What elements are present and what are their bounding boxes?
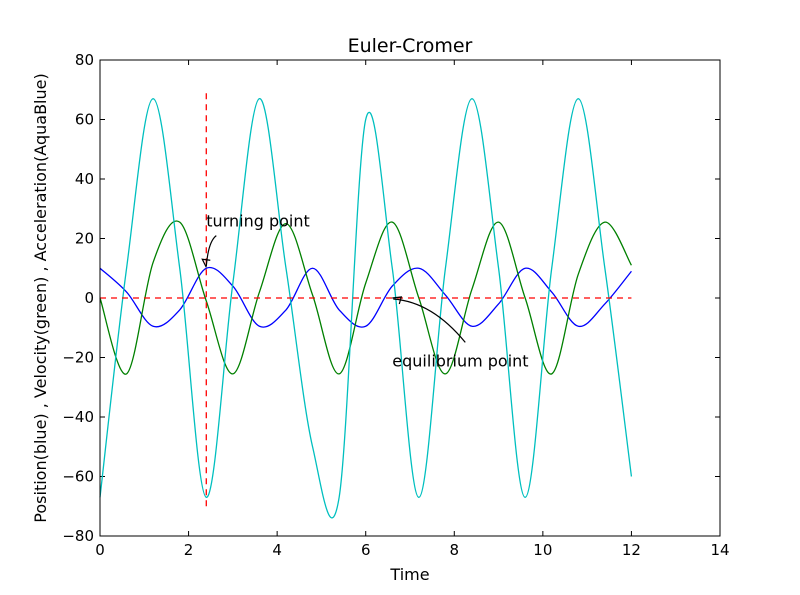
arrowhead	[201, 258, 211, 268]
x-tick-label: 4	[272, 541, 282, 559]
plot-frame	[99, 59, 721, 537]
y-tick-label: 80	[75, 51, 94, 69]
x-tick-label: 6	[361, 541, 371, 559]
y-tick-label: −40	[62, 408, 94, 426]
data-lines	[99, 98, 633, 519]
acceleration-line	[99, 98, 633, 519]
x-tick-label: 0	[95, 541, 105, 559]
x-tick-label: 8	[450, 541, 460, 559]
chart-title: Euler-Cromer	[348, 35, 473, 57]
annotations: turning point equilibrium point	[201, 212, 529, 370]
arrowhead	[392, 296, 403, 305]
reference-lines	[100, 89, 632, 507]
y-tick-label: 60	[75, 111, 94, 129]
y-tick-label: −80	[62, 527, 94, 545]
y-tick-label: −20	[62, 349, 94, 367]
y-tick-label: 20	[75, 230, 94, 248]
y-tick-label: 40	[75, 170, 94, 188]
x-tick-label: 10	[533, 541, 552, 559]
x-tick-label: 2	[184, 541, 194, 559]
x-tick-label: 14	[710, 541, 729, 559]
y-axis-label: Position(blue) , Velocity(green) , Accel…	[31, 73, 50, 522]
x-axis-label: Time	[389, 565, 429, 584]
equilibrium-point-annotation: equilibrium point	[392, 351, 528, 370]
y-tick-label: −60	[62, 468, 94, 486]
turning-point-annotation: turning point	[206, 212, 309, 231]
position-line	[99, 266, 632, 328]
y-tick-label: 0	[84, 289, 94, 307]
x-tick-label: 12	[622, 541, 641, 559]
annotation-arrow	[205, 235, 217, 267]
velocity-line	[99, 220, 632, 375]
